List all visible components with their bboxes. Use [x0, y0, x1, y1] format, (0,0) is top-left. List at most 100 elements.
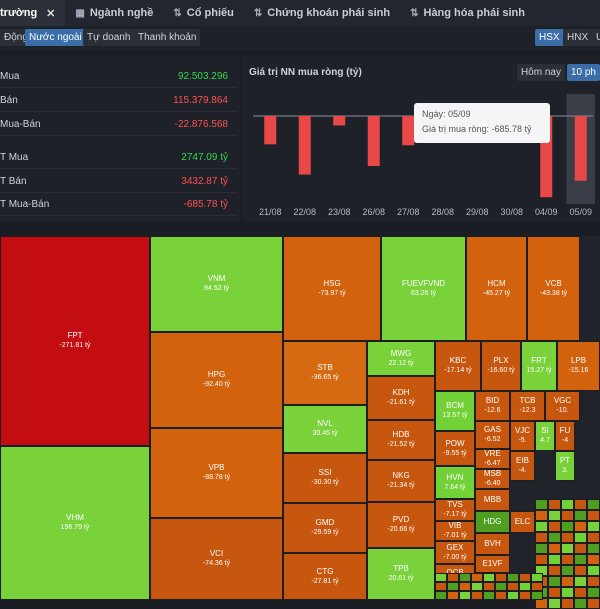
subtab-liquidity[interactable]: Thanh khoản [134, 29, 201, 46]
treemap-cell-small[interactable] [519, 573, 531, 582]
treemap-cell-small[interactable] [535, 543, 548, 554]
treemap-cell-gas[interactable]: GAS -6.52 [475, 421, 510, 449]
treemap-cell-bvh[interactable]: BVH [475, 533, 510, 555]
treemap-cell-nvl[interactable]: NVL 30.45 tỷ [283, 405, 367, 453]
treemap-cell-small[interactable] [435, 573, 447, 582]
treemap-cell-small[interactable] [561, 532, 574, 543]
treemap-cell-small[interactable] [587, 510, 600, 521]
treemap-cell-small[interactable] [447, 582, 459, 591]
treemap-cell-small[interactable] [447, 591, 459, 600]
treemap-cell-fpt[interactable]: FPT -271.81 tỷ [0, 236, 150, 446]
range-today-button[interactable]: Hôm nay [516, 64, 565, 81]
treemap-cell-small[interactable] [548, 576, 561, 587]
treemap-cell-hsg[interactable]: HSG -73.97 tỷ [283, 236, 381, 341]
treemap-cell-small[interactable] [495, 591, 507, 600]
treemap-cell-small[interactable] [471, 573, 483, 582]
range-10-button[interactable]: 10 ph [566, 64, 600, 81]
treemap-cell-small[interactable] [548, 510, 561, 521]
bar-05/09[interactable] [574, 116, 587, 181]
treemap-cell-ssi[interactable]: SSI -30.30 tỷ [283, 453, 367, 503]
treemap-cell-small[interactable] [548, 565, 561, 576]
treemap-cell-vjc[interactable]: VJC -5. [510, 421, 535, 451]
treemap-cell-small[interactable] [535, 521, 548, 532]
bar-22/08[interactable] [298, 116, 311, 175]
treemap-cell-small[interactable] [574, 554, 587, 565]
treemap-cell-nkg[interactable]: NKG -21.34 tỷ [367, 460, 435, 502]
treemap-cell-small[interactable] [561, 587, 574, 598]
treemap-cell-small[interactable] [587, 565, 600, 576]
treemap-cell-small[interactable] [531, 591, 543, 600]
treemap-cell-vre[interactable]: VRE -6.47 [475, 449, 510, 469]
treemap-cell-plx[interactable]: PLX -16.60 tỷ [481, 341, 521, 391]
treemap-cell-small[interactable] [587, 532, 600, 543]
treemap-cell-small[interactable] [574, 521, 587, 532]
tab-market[interactable]: trường ✕ [0, 0, 66, 26]
tab-stocks[interactable]: ⇅ Cổ phiếu [163, 0, 243, 26]
bar-26/08[interactable] [367, 116, 380, 167]
tab-derivatives[interactable]: ⇅ Chứng khoán phái sinh [244, 0, 400, 26]
treemap-cell-e1vf[interactable]: E1VF [475, 555, 510, 573]
treemap-cell-small[interactable] [519, 582, 531, 591]
treemap-cell-small[interactable] [495, 573, 507, 582]
treemap-cell-small[interactable] [435, 591, 447, 600]
treemap-cell-small[interactable] [531, 573, 543, 582]
treemap-cell-bid[interactable]: BID -12.6 [475, 391, 510, 421]
treemap-cell-tpb[interactable]: TPB 20.61 tỷ [367, 548, 435, 600]
tab-sectors[interactable]: ▦ Ngành nghề [65, 0, 163, 26]
treemap-cell-small[interactable] [471, 582, 483, 591]
treemap-cell-kdh[interactable]: KDH -21.61 tỷ [367, 376, 435, 420]
treemap-cell-small[interactable] [587, 499, 600, 510]
treemap-cell-si[interactable]: SI 4.7 [535, 421, 555, 451]
treemap-cell-small[interactable] [531, 582, 543, 591]
treemap-cell-small[interactable] [459, 573, 471, 582]
treemap-cell-vib[interactable]: VIB -7.01 tỷ [435, 521, 475, 541]
treemap-cell-small[interactable] [561, 565, 574, 576]
treemap-cell-vcb[interactable]: VCB -43.38 tỷ [527, 236, 580, 341]
treemap-cell-mwg[interactable]: MWG 22.12 tỷ [367, 341, 435, 376]
treemap-cell-small[interactable] [587, 554, 600, 565]
treemap-cell-gmd[interactable]: GMD -29.59 tỷ [283, 503, 367, 553]
treemap-cell-small[interactable] [561, 554, 574, 565]
treemap-cell-small[interactable] [561, 576, 574, 587]
treemap-cell-hvn[interactable]: HVN 7.64 tỷ [435, 466, 475, 499]
treemap-cell-pow[interactable]: POW -9.55 tỷ [435, 431, 475, 466]
treemap-cell-tcb[interactable]: TCB -12.3 [510, 391, 545, 421]
exchange-hnx[interactable]: HNX [563, 29, 593, 46]
subtab-momentum[interactable]: Động [0, 29, 32, 46]
treemap-cell-vhm[interactable]: VHM 196.79 tỷ [0, 446, 150, 600]
treemap-cell-vnm[interactable]: VNM 94.52 tỷ [150, 236, 283, 332]
treemap-cell-fu[interactable]: FU -4 [555, 421, 575, 451]
treemap-cell-gex[interactable]: GEX -7.00 tỷ [435, 541, 475, 564]
treemap-cell-pt[interactable]: PT 3. [555, 451, 575, 481]
treemap-cell-small[interactable] [535, 554, 548, 565]
treemap-cell-vpb[interactable]: VPB -88.78 tỷ [150, 428, 283, 518]
treemap-cell-small[interactable] [459, 582, 471, 591]
treemap-cell-small[interactable] [483, 582, 495, 591]
treemap-cell-small[interactable] [519, 591, 531, 600]
bar-23/08[interactable] [333, 116, 346, 126]
treemap-cell-small[interactable] [495, 582, 507, 591]
treemap-cell-pvd[interactable]: PVD -20.66 tỷ [367, 502, 435, 548]
treemap-cell-small[interactable] [574, 543, 587, 554]
treemap-cell-fuevfvnd[interactable]: FUEVFVND 63.26 tỷ [381, 236, 466, 341]
treemap-cell-msb[interactable]: MSB -6.40 [475, 469, 510, 489]
treemap-cell-ctg[interactable]: CTG -27.81 tỷ [283, 553, 367, 600]
exchange-hsx[interactable]: HSX [535, 29, 564, 46]
treemap-cell-lpb[interactable]: LPB -15.16 [557, 341, 600, 391]
treemap-cell-small[interactable] [561, 543, 574, 554]
treemap-cell-mbb[interactable]: MBB [475, 489, 510, 511]
treemap-cell-small[interactable] [548, 521, 561, 532]
treemap-cell-small[interactable] [507, 591, 519, 600]
treemap-cell-small[interactable] [587, 576, 600, 587]
treemap-cell-small[interactable] [535, 532, 548, 543]
treemap-cell-small[interactable] [574, 532, 587, 543]
treemap-cell-stb[interactable]: STB -36.65 tỷ [283, 341, 367, 405]
treemap-cell-small[interactable] [574, 587, 587, 598]
treemap-cell-small[interactable] [587, 543, 600, 554]
bar-21/08[interactable] [264, 116, 277, 145]
treemap-cell-small[interactable] [535, 499, 548, 510]
treemap-cell-small[interactable] [548, 587, 561, 598]
treemap-cell-hpg[interactable]: HPG -92.40 tỷ [150, 332, 283, 428]
close-icon[interactable]: ✕ [46, 7, 56, 20]
treemap-cell-small[interactable] [548, 554, 561, 565]
